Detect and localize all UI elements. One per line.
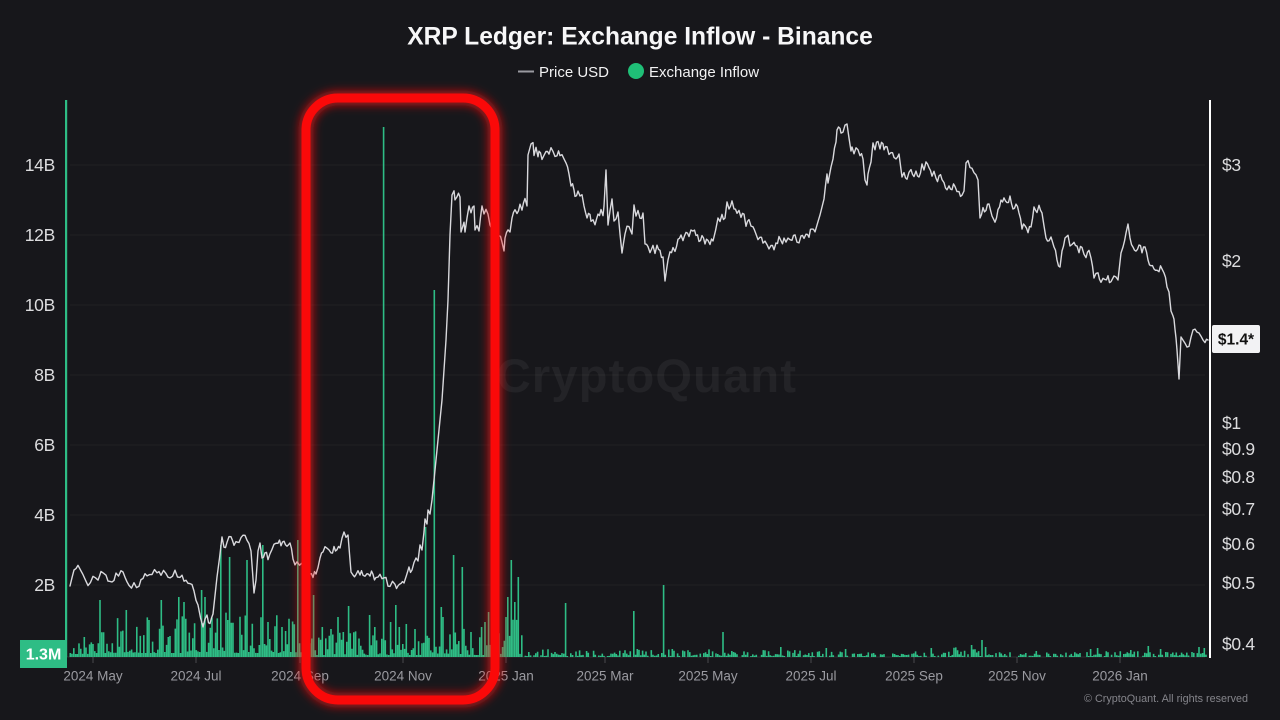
- svg-text:2025 Sep: 2025 Sep: [885, 669, 943, 684]
- svg-text:$0.4: $0.4: [1222, 634, 1255, 654]
- svg-text:14B: 14B: [25, 155, 55, 175]
- svg-text:Exchange Inflow: Exchange Inflow: [649, 64, 759, 81]
- svg-text:2024 May: 2024 May: [63, 669, 123, 684]
- svg-text:1.3M: 1.3M: [26, 647, 62, 664]
- svg-text:$0.5: $0.5: [1222, 573, 1255, 593]
- svg-text:$0.9: $0.9: [1222, 439, 1255, 459]
- svg-text:2025 Nov: 2025 Nov: [988, 669, 1046, 684]
- svg-text:2026 Jan: 2026 Jan: [1092, 669, 1148, 684]
- svg-text:2024 Nov: 2024 Nov: [374, 669, 432, 684]
- svg-text:2025 May: 2025 May: [678, 669, 738, 684]
- svg-text:$0.7: $0.7: [1222, 499, 1255, 519]
- svg-text:2025 Mar: 2025 Mar: [576, 669, 634, 684]
- svg-text:$0.6: $0.6: [1222, 534, 1255, 554]
- svg-text:$0.8: $0.8: [1222, 467, 1255, 487]
- svg-text:Price USD: Price USD: [539, 64, 609, 81]
- svg-text:8B: 8B: [34, 365, 55, 385]
- svg-text:2024 Jul: 2024 Jul: [170, 669, 221, 684]
- svg-text:CryptoQuant: CryptoQuant: [497, 349, 797, 402]
- svg-text:2B: 2B: [34, 575, 55, 595]
- svg-text:© CryptoQuant. All rights rese: © CryptoQuant. All rights reserved: [1084, 693, 1248, 705]
- svg-text:$3: $3: [1222, 155, 1241, 175]
- svg-text:12B: 12B: [25, 225, 55, 245]
- svg-text:$1: $1: [1222, 413, 1241, 433]
- svg-text:$2: $2: [1222, 251, 1241, 271]
- svg-text:10B: 10B: [25, 295, 55, 315]
- svg-text:2025 Jul: 2025 Jul: [785, 669, 836, 684]
- svg-text:6B: 6B: [34, 435, 55, 455]
- svg-text:XRP Ledger: Exchange Inflow -: XRP Ledger: Exchange Inflow - Binance: [407, 24, 873, 51]
- svg-text:$1.4*: $1.4*: [1218, 332, 1255, 349]
- svg-text:4B: 4B: [34, 505, 55, 525]
